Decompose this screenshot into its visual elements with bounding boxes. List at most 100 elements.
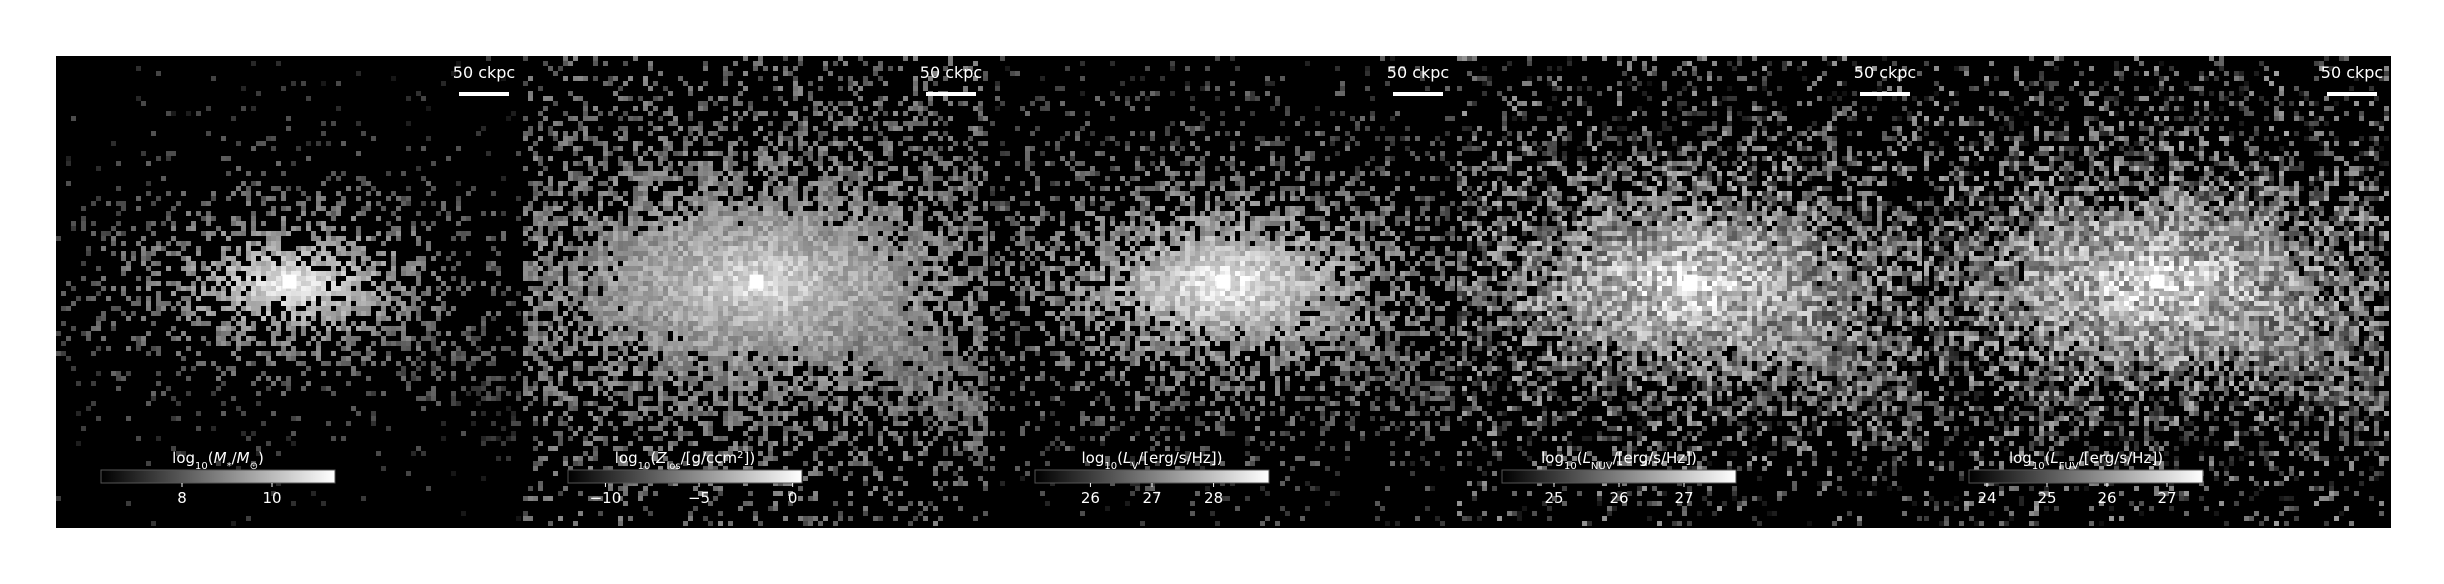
map-pixel <box>96 266 101 271</box>
map-pixel <box>938 226 943 231</box>
map-pixel <box>928 96 933 101</box>
map-pixel <box>823 256 828 261</box>
map-pixel <box>828 271 833 276</box>
map-pixel <box>341 291 346 296</box>
map-pixel <box>713 341 718 346</box>
map-pixel <box>718 186 723 191</box>
map-pixel <box>406 381 411 386</box>
map-pixel <box>271 291 276 296</box>
map-pixel <box>723 326 728 331</box>
map-pixel <box>828 301 833 306</box>
map-pixel <box>668 231 673 236</box>
map-pixel <box>668 321 673 326</box>
map-pixel <box>618 266 623 271</box>
map-pixel <box>698 346 703 351</box>
map-pixel <box>633 211 638 216</box>
map-pixel <box>366 181 371 186</box>
map-pixel <box>241 181 246 186</box>
map-pixel <box>743 316 748 321</box>
map-pixel <box>878 251 883 256</box>
map-pixel <box>813 286 818 291</box>
map-pixel <box>948 161 953 166</box>
map-pixel <box>316 251 321 256</box>
map-pixel <box>618 236 623 241</box>
map-pixel <box>783 166 788 171</box>
map-pixel <box>708 356 713 361</box>
map-pixel <box>623 346 628 351</box>
map-pixel <box>141 316 146 321</box>
map-pixel <box>588 231 593 236</box>
map-pixel <box>813 316 818 321</box>
map-pixel <box>341 281 346 286</box>
map-pixel <box>261 316 266 321</box>
map-pixel <box>583 241 588 246</box>
map-pixel <box>181 331 186 336</box>
map-pixel <box>648 101 653 106</box>
map-pixel <box>978 106 983 111</box>
map-pixel <box>688 261 693 266</box>
map-pixel <box>301 211 306 216</box>
map-pixel <box>216 296 221 301</box>
map-pixel <box>878 316 883 321</box>
map-pixel <box>351 321 356 326</box>
map-pixel <box>678 151 683 156</box>
map-pixel <box>381 206 386 211</box>
map-pixel <box>693 296 698 301</box>
map-pixel <box>778 131 783 136</box>
map-pixel <box>678 321 683 326</box>
map-pixel <box>256 91 261 96</box>
map-pixel <box>768 331 773 336</box>
map-pixel <box>793 76 798 81</box>
map-pixel <box>603 151 608 156</box>
map-pixel <box>823 66 828 71</box>
map-pixel <box>658 321 663 326</box>
map-pixel <box>853 321 858 326</box>
map-pixel <box>663 176 668 181</box>
map-pixel <box>863 81 868 86</box>
map-pixel <box>888 231 893 236</box>
map-pixel <box>628 241 633 246</box>
map-pixel <box>246 251 251 256</box>
map-pixel <box>703 346 708 351</box>
map-pixel <box>898 311 903 316</box>
map-pixel <box>758 61 763 66</box>
map-pixel <box>311 306 316 311</box>
colorbar-tick-label: 10 <box>262 489 281 507</box>
map-pixel <box>753 171 758 176</box>
map-pixel <box>713 196 718 201</box>
map-pixel <box>688 286 693 291</box>
map-pixel <box>71 301 76 306</box>
map-pixel <box>688 266 693 271</box>
map-pixel <box>883 316 888 321</box>
map-pixel <box>411 261 416 266</box>
map-pixel <box>241 281 246 286</box>
map-pixel <box>843 301 848 306</box>
map-pixel <box>573 266 578 271</box>
map-pixel <box>673 346 678 351</box>
map-pixel <box>251 281 256 286</box>
map-pixel <box>326 271 331 276</box>
map-pixel <box>683 351 688 356</box>
map-pixel <box>833 276 838 281</box>
map-pixel <box>381 281 386 286</box>
map-pixel <box>728 276 733 281</box>
map-pixel <box>251 261 256 266</box>
map-pixel <box>653 226 658 231</box>
map-pixel <box>783 306 788 311</box>
map-pixel <box>868 341 873 346</box>
map-pixel <box>858 191 863 196</box>
map-pixel <box>266 311 271 316</box>
map-pixel <box>818 356 823 361</box>
map-pixel <box>491 421 496 426</box>
map-pixel <box>336 81 341 86</box>
map-pixel <box>291 316 296 321</box>
map-pixel <box>598 281 603 286</box>
map-pixel <box>808 261 813 266</box>
map-pixel <box>888 261 893 266</box>
map-pixel <box>718 361 723 366</box>
map-pixel <box>908 351 913 356</box>
map-pixel <box>738 181 743 186</box>
map-pixel <box>598 246 603 251</box>
map-pixel <box>893 111 898 116</box>
map-pixel <box>356 226 361 231</box>
